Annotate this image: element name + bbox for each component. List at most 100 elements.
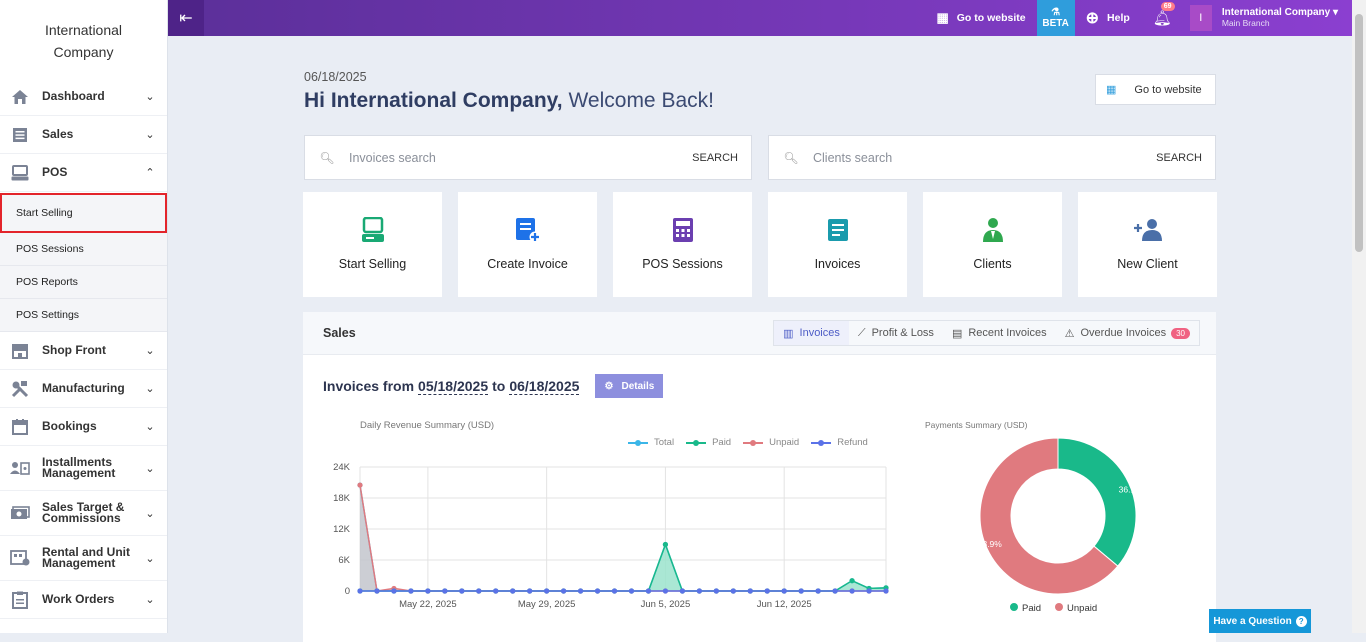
legend-item-unpaid[interactable]: Unpaid bbox=[743, 437, 799, 448]
have-a-question-button[interactable]: Have a Question ? bbox=[1209, 609, 1311, 633]
brand-name: International Company bbox=[44, 22, 123, 60]
help-link[interactable]: ⊕ Help bbox=[1075, 8, 1141, 28]
sidebar-subitem-pos-reports[interactable]: POS Reports bbox=[0, 266, 167, 299]
sidebar-item-shop-front[interactable]: Shop Front ⌄ bbox=[0, 332, 167, 370]
legend-item-paid[interactable]: Paid bbox=[1010, 603, 1041, 614]
sidebar-subitem-pos-sessions[interactable]: POS Sessions bbox=[0, 233, 167, 266]
data-point-refund bbox=[798, 588, 804, 594]
invoices-search-input[interactable] bbox=[349, 150, 680, 165]
data-point-refund bbox=[577, 588, 584, 594]
data-point-refund bbox=[832, 588, 838, 594]
invoice-date-range: Invoices from 05/18/2025 to 06/18/2025 ⚙… bbox=[323, 374, 664, 398]
range-prefix: Invoices from bbox=[323, 378, 415, 394]
sales-card: Sales ▥ Invoices ⟋ Profit & Loss ▤ Recent I… bbox=[303, 312, 1216, 642]
data-point-refund bbox=[425, 588, 431, 594]
sidebar-item-sales[interactable]: Sales ⌄ bbox=[0, 116, 167, 154]
sidebar-item-pos[interactable]: POS ⌃ bbox=[0, 154, 167, 192]
tile-label: Create Invoice bbox=[487, 257, 568, 271]
notifications-button[interactable]: 🔔︎ 69 bbox=[1141, 2, 1184, 27]
data-point-refund bbox=[594, 588, 601, 594]
tab-invoices[interactable]: ▥ Invoices bbox=[774, 321, 849, 345]
pie-slice-paid[interactable] bbox=[1057, 437, 1137, 567]
brand[interactable]: International Company bbox=[0, 0, 167, 78]
series-area-unpaid bbox=[360, 485, 886, 591]
pie-slice-unpaid[interactable] bbox=[979, 437, 1119, 595]
invoices-search-button[interactable]: SEARCH bbox=[692, 151, 738, 164]
range-from-date[interactable]: 05/18/2025 bbox=[418, 377, 489, 395]
sidebar-item-label: Manufacturing bbox=[42, 381, 125, 395]
tile-pos-sessions[interactable]: POS Sessions bbox=[613, 192, 752, 297]
calendar-icon bbox=[10, 417, 30, 437]
sidebar-subitem-start-selling[interactable]: Start Selling bbox=[0, 193, 167, 233]
tab-overdue-invoices[interactable]: ⚠ Overdue Invoices 30 bbox=[1056, 321, 1199, 345]
range-to-date[interactable]: 06/18/2025 bbox=[509, 377, 580, 395]
tile-invoices[interactable]: Invoices bbox=[768, 192, 907, 297]
legend-item-paid[interactable]: Paid bbox=[686, 437, 731, 448]
legend-item-unpaid[interactable]: Unpaid bbox=[1055, 603, 1097, 614]
tile-create-invoice[interactable]: Create Invoice bbox=[458, 192, 597, 297]
y-tick-label: 18K bbox=[333, 493, 351, 504]
chevron-down-icon: ⌄ bbox=[145, 594, 155, 606]
lifebuoy-icon: ⊕ bbox=[1085, 10, 1100, 27]
clients-search-input[interactable] bbox=[813, 150, 1144, 165]
go-to-website-button[interactable]: ▦ Go to website bbox=[1095, 74, 1216, 105]
legend-dot bbox=[1010, 603, 1018, 611]
scrollbar-thumb[interactable] bbox=[1355, 14, 1363, 252]
home-icon bbox=[10, 87, 30, 107]
data-point-refund bbox=[883, 588, 889, 594]
tile-start-selling[interactable]: Start Selling bbox=[303, 192, 442, 297]
sidebar-item-work-orders[interactable]: Work Orders ⌄ bbox=[0, 581, 167, 619]
chevron-down-icon: ⌄ bbox=[145, 345, 155, 357]
sidebar-item-bookings[interactable]: Bookings ⌄ bbox=[0, 408, 167, 446]
chevron-down-icon: ⌄ bbox=[145, 91, 155, 103]
sidebar-item-dashboard[interactable]: Dashboard ⌄ bbox=[0, 78, 167, 116]
tile-clients[interactable]: Clients bbox=[923, 192, 1062, 297]
sidebar-item-sales-target[interactable]: Sales Target & Commissions ⌄ bbox=[0, 491, 167, 536]
tile-label: POS Sessions bbox=[642, 257, 723, 271]
legend-item-refund[interactable]: Refund bbox=[811, 437, 868, 448]
page-scrollbar[interactable] bbox=[1352, 0, 1366, 633]
x-tick-label: May 29, 2025 bbox=[518, 599, 576, 610]
tab-recent-invoices[interactable]: ▤ Recent Invoices bbox=[943, 321, 1056, 345]
payments-chart-title: Payments Summary (USD) bbox=[925, 420, 1028, 430]
payments-donut-chart: 36.1% 63.9% bbox=[978, 437, 1143, 595]
legend-label: Paid bbox=[712, 437, 732, 448]
legend-label: Paid bbox=[1022, 603, 1042, 614]
data-point-refund bbox=[866, 588, 872, 594]
sales-tabs: ▥ Invoices ⟋ Profit & Loss ▤ Recent Invoice… bbox=[773, 320, 1200, 346]
series-area-paid bbox=[360, 544, 886, 591]
sidebar-item-label: Dashboard bbox=[42, 89, 105, 103]
sidebar-subitem-pos-settings[interactable]: POS Settings bbox=[0, 299, 167, 332]
data-point-refund bbox=[679, 588, 685, 594]
sidebar-item-rental[interactable]: Rental and Unit Management ⌄ bbox=[0, 536, 167, 581]
clients-search-button[interactable]: SEARCH bbox=[1156, 151, 1202, 164]
rental-icon bbox=[10, 548, 30, 568]
data-point-refund bbox=[747, 588, 753, 594]
legend-item-total[interactable]: Total bbox=[628, 437, 674, 448]
pos-icon bbox=[10, 163, 30, 183]
y-tick-label: 24K bbox=[333, 462, 351, 473]
data-point-refund bbox=[527, 588, 533, 594]
user-menu[interactable]: I International Company ▾ Main Branch bbox=[1184, 5, 1352, 31]
go-to-website-link[interactable]: ▦ Go to website bbox=[925, 10, 1036, 26]
sidebar-item-label: Shop Front bbox=[42, 343, 106, 357]
sidebar-item-installments[interactable]: Installments Management ⌄ bbox=[0, 446, 167, 491]
details-button[interactable]: ⚙ Details bbox=[595, 374, 664, 398]
notification-count-badge: 69 bbox=[1160, 2, 1175, 11]
client-icon bbox=[982, 215, 1004, 245]
sidebar-item-manufacturing[interactable]: Manufacturing ⌄ bbox=[0, 370, 167, 408]
beta-button[interactable]: ⚗ BETA bbox=[1036, 0, 1075, 36]
data-point-paid bbox=[849, 578, 855, 584]
user-name: International Company bbox=[1221, 7, 1331, 18]
x-tick-label: May 22, 2025 bbox=[399, 599, 457, 610]
legend-swatch bbox=[743, 439, 764, 446]
sidebar: International Company Dashboard ⌄ Sales … bbox=[0, 0, 168, 633]
tile-new-client[interactable]: New Client bbox=[1078, 192, 1217, 297]
quick-actions: Start Selling Create Invoice POS Session… bbox=[303, 192, 1217, 297]
topbar: ⇤ ▦ Go to website ⚗ BETA ⊕ Help 🔔︎ 69 I … bbox=[168, 0, 1352, 36]
series-line-paid bbox=[360, 542, 887, 592]
tab-profit-loss[interactable]: ⟋ Profit & Loss bbox=[849, 321, 943, 345]
tile-label: Start Selling bbox=[338, 257, 407, 271]
collapse-sidebar-button[interactable]: ⇤ bbox=[168, 0, 204, 36]
data-point-refund bbox=[645, 588, 652, 594]
